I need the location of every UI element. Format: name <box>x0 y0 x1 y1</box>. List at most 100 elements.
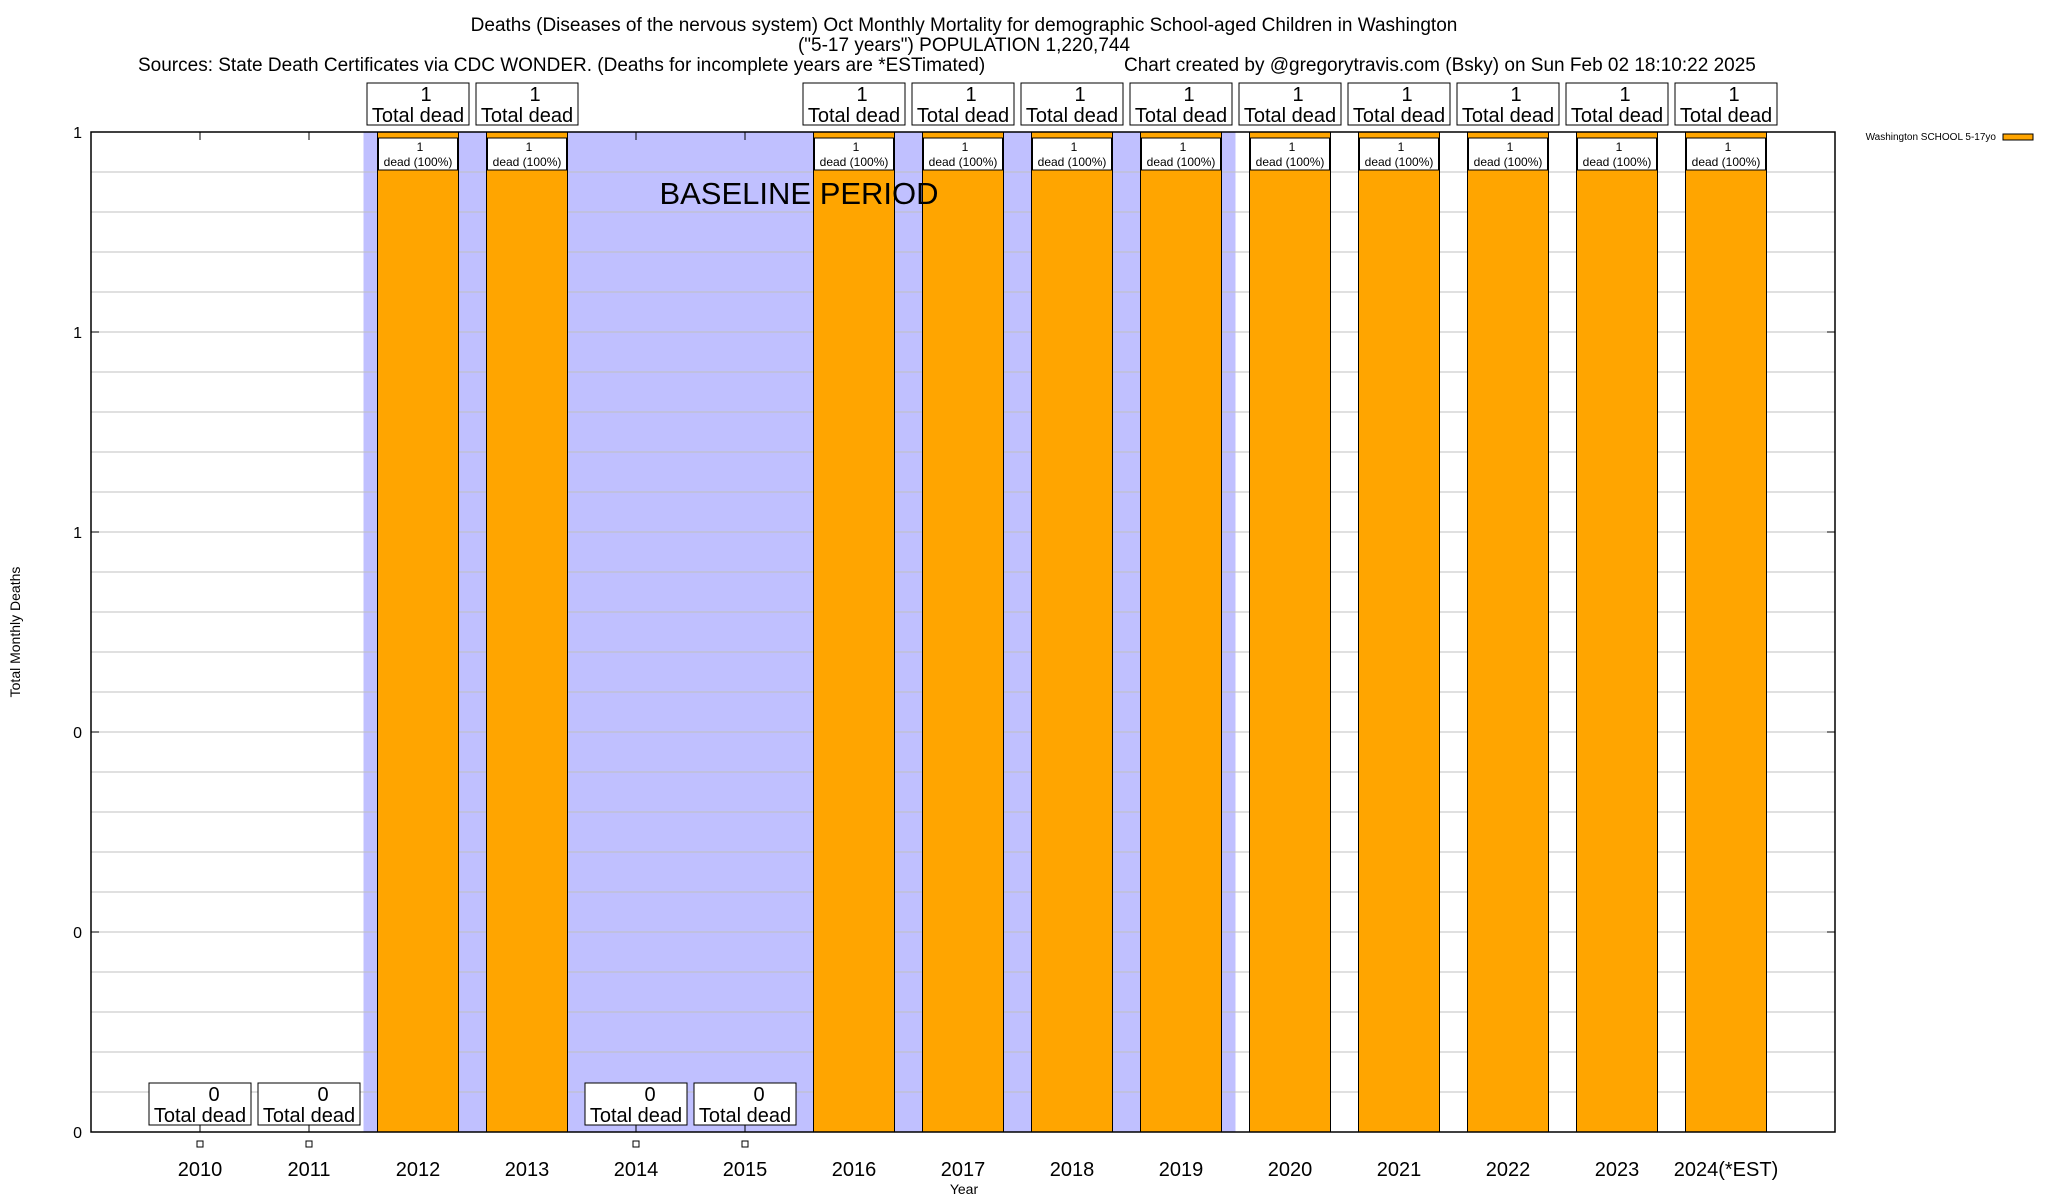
total-dead-label: Total dead <box>808 105 900 127</box>
plot-frame <box>90 131 1836 1133</box>
total-dead-label: Total dead <box>917 105 1009 127</box>
zero-marker <box>305 1140 313 1148</box>
total-value-label: 0 <box>317 1084 328 1106</box>
total-label-box <box>911 82 1015 126</box>
total-dead-label: Total dead <box>1680 105 1772 127</box>
bar-percent-label: dead (100%) <box>384 155 453 169</box>
total-value-label: 1 <box>1728 84 1739 106</box>
bar-percent-label: dead (100%) <box>1256 155 1325 169</box>
bar-label-box <box>1468 137 1548 171</box>
total-label-box <box>1020 82 1124 126</box>
total-label-box <box>1347 82 1451 126</box>
total-label-box <box>1238 82 1342 126</box>
bar <box>922 131 1004 1133</box>
total-dead-label: Total dead <box>1244 105 1336 127</box>
bar-percent-label: dead (100%) <box>1365 155 1434 169</box>
legend-swatch <box>2002 133 2034 141</box>
total-label-box <box>802 82 906 126</box>
bar-label-box <box>923 137 1003 171</box>
bar-label-box <box>378 137 458 171</box>
chart-title-line-1: Deaths (Diseases of the nervous system) … <box>471 15 1458 36</box>
bar <box>1031 131 1113 1133</box>
x-axis-label: Year <box>950 1181 979 1197</box>
bar <box>377 131 459 1133</box>
total-value-label: 1 <box>1510 84 1521 106</box>
y-tick-label: 1 <box>73 125 82 142</box>
bar <box>1140 131 1222 1133</box>
total-value-label: 1 <box>420 84 431 106</box>
bar-value-label: 1 <box>1289 140 1296 154</box>
total-dead-label: Total dead <box>590 1105 682 1127</box>
bar <box>1685 131 1767 1133</box>
total-value-label: 1 <box>1619 84 1630 106</box>
total-value-label: 1 <box>856 84 867 106</box>
y-axis-label: Total Monthly Deaths <box>7 567 23 698</box>
bar-value-label: 1 <box>1616 140 1623 154</box>
chart-title-line-2: ("5-17 years") POPULATION 1,220,744 <box>798 35 1130 56</box>
total-value-label: 1 <box>965 84 976 106</box>
x-tick-label: 2013 <box>505 1159 550 1181</box>
bar-label-box <box>1250 137 1330 171</box>
chart-sources: Sources: State Death Certificates via CD… <box>138 55 985 76</box>
x-tick-label: 2019 <box>1159 1159 1204 1181</box>
bar-value-label: 1 <box>962 140 969 154</box>
total-value-label: 1 <box>1074 84 1085 106</box>
total-value-label: 1 <box>1183 84 1194 106</box>
total-dead-label: Total dead <box>699 1105 791 1127</box>
bar-percent-label: dead (100%) <box>1583 155 1652 169</box>
bar-label-box <box>814 137 894 171</box>
x-tick-label: 2022 <box>1486 1159 1531 1181</box>
y-tick-label: 0 <box>73 1125 82 1142</box>
zero-marker <box>632 1140 640 1148</box>
bar-value-label: 1 <box>1071 140 1078 154</box>
legend: Washington SCHOOL 5-17yo <box>1866 132 2034 143</box>
bar-value-label: 1 <box>526 140 533 154</box>
x-tick-label: 2012 <box>396 1159 441 1181</box>
total-label-box <box>366 82 470 126</box>
total-dead-label: Total dead <box>481 105 573 127</box>
y-tick-label: 1 <box>73 325 82 342</box>
total-label-box <box>693 1082 797 1126</box>
total-dead-label: Total dead <box>1135 105 1227 127</box>
x-tick-label: 2021 <box>1377 1159 1422 1181</box>
chart-credit: Chart created by @gregorytravis.com (Bsk… <box>1124 55 1756 76</box>
total-value-label: 1 <box>1292 84 1303 106</box>
x-tick-label: 2020 <box>1268 1159 1313 1181</box>
total-value-label: 1 <box>529 84 540 106</box>
y-tick-label: 1 <box>73 525 82 542</box>
total-label-box <box>1674 82 1778 126</box>
total-label-box <box>1565 82 1669 126</box>
bar-label-box <box>1141 137 1221 171</box>
total-label-box <box>1129 82 1233 126</box>
total-label-box <box>257 1082 361 1126</box>
bar-percent-label: dead (100%) <box>1147 155 1216 169</box>
bar-label-box <box>487 137 567 171</box>
y-tick-label: 0 <box>73 725 82 742</box>
bar <box>486 131 568 1133</box>
bar-percent-label: dead (100%) <box>493 155 562 169</box>
bar-percent-label: dead (100%) <box>1474 155 1543 169</box>
bar-value-label: 1 <box>417 140 424 154</box>
total-label-box <box>475 82 579 126</box>
bar-value-label: 1 <box>1507 140 1514 154</box>
total-dead-label: Total dead <box>154 1105 246 1127</box>
x-tick-label: 2011 <box>287 1159 330 1181</box>
bar-label-box <box>1686 137 1766 171</box>
y-tick-label: 0 <box>73 925 82 942</box>
total-label-box <box>1456 82 1560 126</box>
bar-percent-label: dead (100%) <box>820 155 889 169</box>
bar-value-label: 1 <box>853 140 860 154</box>
x-tick-label: 2024(*EST) <box>1674 1159 1779 1181</box>
x-tick-label: 2018 <box>1050 1159 1095 1181</box>
x-tick-label: 2017 <box>941 1159 986 1181</box>
bar <box>1249 131 1331 1133</box>
total-dead-label: Total dead <box>1026 105 1118 127</box>
total-dead-label: Total dead <box>1353 105 1445 127</box>
total-value-label: 0 <box>644 1084 655 1106</box>
bar-value-label: 1 <box>1398 140 1405 154</box>
bar-percent-label: dead (100%) <box>1038 155 1107 169</box>
x-tick-label: 2016 <box>832 1159 877 1181</box>
total-label-box <box>148 1082 252 1126</box>
bar <box>1467 131 1549 1133</box>
